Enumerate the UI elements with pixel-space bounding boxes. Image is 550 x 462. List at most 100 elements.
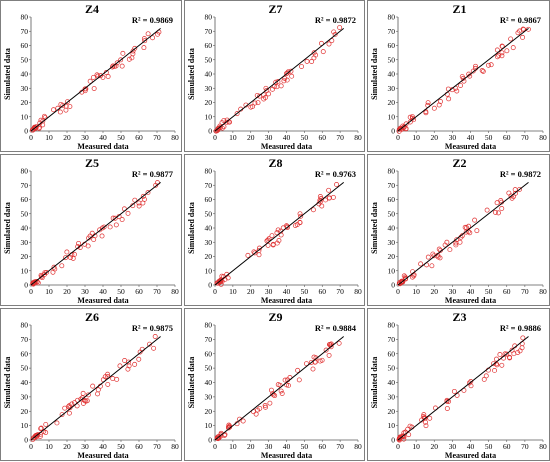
data-point <box>453 242 459 248</box>
data-point <box>309 59 315 64</box>
y-axis-label: Simulated data <box>3 357 12 409</box>
x-tick-label: 70 <box>521 442 529 451</box>
data-point <box>310 366 316 372</box>
x-tick-label: 20 <box>247 133 255 142</box>
data-point <box>99 233 105 239</box>
data-point <box>76 240 82 246</box>
fit-line <box>214 182 345 286</box>
y-tick-label: 0 <box>208 281 212 290</box>
y-tick-label: 10 <box>388 266 396 275</box>
x-tick-label: 30 <box>449 287 457 296</box>
y-tick-label: 30 <box>21 84 29 93</box>
data-point <box>256 252 262 258</box>
data-point <box>250 104 256 110</box>
data-point <box>63 107 69 113</box>
data-point <box>429 263 435 269</box>
data-point <box>51 107 56 113</box>
y-tick-label: 50 <box>205 55 213 64</box>
y-tick-label: 20 <box>21 98 29 107</box>
data-point <box>399 279 405 285</box>
y-tick-label: 10 <box>205 421 213 430</box>
data-point <box>221 124 227 130</box>
x-tick-label: 40 <box>467 442 475 451</box>
data-point <box>63 255 69 261</box>
x-tick-label: 50 <box>117 442 125 451</box>
r-squared-label: R² = 0.9886 <box>500 323 541 333</box>
scatter-panel: Z5 0 10 20 30 40 50 60 70 80 0 10 20 30 40 50 60 70 80 Meas… <box>0 154 182 306</box>
x-tick-label: 0 <box>396 442 400 451</box>
data-point <box>297 211 303 217</box>
data-point <box>43 430 49 435</box>
data-point <box>491 361 496 367</box>
y-tick-label: 40 <box>205 224 213 233</box>
y-tick-label: 80 <box>388 13 396 22</box>
data-point <box>442 242 448 248</box>
data-point <box>488 62 494 68</box>
data-point <box>234 111 240 117</box>
x-tick-label: 70 <box>153 442 161 451</box>
scatter-chart: Z7 0 10 20 30 40 50 60 70 80 0 10 20 30 40 50 60 70 80 Meas… <box>187 2 362 151</box>
data-point <box>496 52 502 58</box>
x-tick-label: 0 <box>29 133 33 142</box>
x-tick-label: 10 <box>45 442 53 451</box>
x-tick-label: 50 <box>301 133 309 142</box>
data-point <box>60 102 66 108</box>
y-tick-label: 60 <box>388 349 396 358</box>
y-tick-label: 10 <box>21 266 29 275</box>
y-axis-label: Simulated data <box>370 48 379 100</box>
y-axis-label: Simulated data <box>3 202 12 254</box>
scatter-panel: Z7 0 10 20 30 40 50 60 70 80 0 10 20 30 40 50 60 70 80 Meas… <box>184 0 365 152</box>
data-point <box>407 119 413 125</box>
x-tick-label: 20 <box>431 287 439 296</box>
data-point <box>425 254 431 260</box>
data-point <box>219 273 225 279</box>
data-point <box>336 340 342 346</box>
data-point <box>499 362 505 368</box>
x-tick-label: 30 <box>265 287 273 296</box>
data-point <box>284 70 290 76</box>
y-tick-label: 70 <box>205 181 213 190</box>
x-tick-label: 80 <box>171 133 179 142</box>
chart-title: Z4 <box>85 2 99 16</box>
x-tick-label: 60 <box>135 442 143 451</box>
y-axis-label: Simulated data <box>187 357 196 409</box>
y-tick-label: 60 <box>21 195 29 204</box>
data-point <box>100 225 105 231</box>
scatter-chart: Z3 0 10 20 30 40 50 60 70 80 0 10 20 30 40 50 60 70 80 Meas… <box>370 310 547 460</box>
data-point <box>504 48 510 54</box>
data-point <box>280 225 286 231</box>
x-tick-label: 30 <box>81 287 89 296</box>
data-point <box>289 73 295 79</box>
data-point <box>263 404 268 410</box>
data-point <box>110 376 116 381</box>
x-tick-label: 20 <box>63 133 71 142</box>
y-tick-label: 30 <box>205 238 213 247</box>
data-point <box>66 410 72 416</box>
data-point <box>499 206 505 211</box>
data-point <box>141 45 147 51</box>
y-tick-label: 0 <box>391 436 395 445</box>
y-tick-label: 0 <box>24 436 28 445</box>
data-point <box>43 421 49 427</box>
y-tick-label: 20 <box>205 407 213 416</box>
data-point <box>509 195 515 201</box>
data-point <box>269 233 275 239</box>
y-tick-label: 0 <box>208 436 212 445</box>
data-point <box>313 355 319 361</box>
r-squared-label: R² = 0.9875 <box>132 323 173 333</box>
y-tick-label: 30 <box>21 392 29 401</box>
data-point <box>494 47 500 53</box>
chart-title: Z1 <box>452 2 466 16</box>
data-point <box>226 422 232 428</box>
data-point <box>446 96 452 102</box>
x-axis-label: Measured data <box>77 296 128 305</box>
data-point <box>90 74 96 80</box>
y-tick-label: 20 <box>388 407 396 416</box>
y-tick-label: 70 <box>21 181 29 190</box>
y-tick-label: 70 <box>388 181 396 190</box>
data-point <box>136 356 142 362</box>
y-tick-label: 20 <box>388 98 396 107</box>
scatter-panel: Z8 0 10 20 30 40 50 60 70 80 0 10 20 30 40 50 60 70 80 Meas… <box>184 154 365 306</box>
data-point <box>411 117 417 123</box>
